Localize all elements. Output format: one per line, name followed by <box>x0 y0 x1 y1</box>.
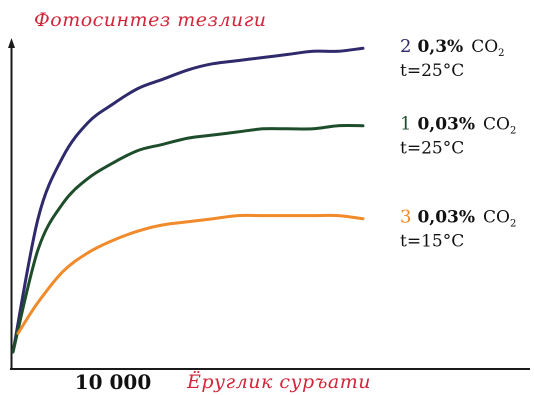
series-line-2 <box>11 46 365 354</box>
series-line-1 <box>11 123 365 354</box>
legend-entry-2-line1: 2 0,3% CO2 <box>400 36 505 59</box>
legend-number-2: 2 <box>400 36 411 57</box>
legend-concentration-2: 0,3% <box>417 37 463 57</box>
legend-temperature-2: t=25°C <box>400 61 464 81</box>
legend-gas-1: CO <box>483 115 510 135</box>
legend-gas-subscript-1: 2 <box>510 126 516 137</box>
x-tick-label-0: 10 000 <box>75 370 152 394</box>
x-axis-title: Ёруглик суръати <box>186 370 371 393</box>
legend-entry-1-line1: 1 0,03% CO2 <box>400 114 516 137</box>
legend-entry-3-line1: 3 0,03% CO2 <box>400 207 516 230</box>
x-ticks: 10 000 <box>75 370 152 394</box>
series-line-3 <box>16 213 365 335</box>
legend-gas-subscript-2: 2 <box>498 48 504 59</box>
legend-temperature-3: t=15°C <box>400 232 464 252</box>
axes <box>8 38 530 370</box>
series-lines <box>11 46 365 354</box>
legend-concentration-3: 0,03% <box>417 208 475 228</box>
legend-concentration-1: 0,03% <box>417 115 475 135</box>
legend-number-1: 1 <box>400 114 411 135</box>
legend-temperature-1: t=25°C <box>400 139 464 159</box>
legend-gas-subscript-3: 2 <box>510 219 516 230</box>
legend-number-3: 3 <box>400 207 411 228</box>
legend-gas-3: CO <box>483 208 510 228</box>
legend-gas-2: CO <box>471 37 498 57</box>
y-axis-title: Фотосинтез тезлиги <box>34 9 267 31</box>
y-axis-arrow-icon <box>8 38 15 48</box>
